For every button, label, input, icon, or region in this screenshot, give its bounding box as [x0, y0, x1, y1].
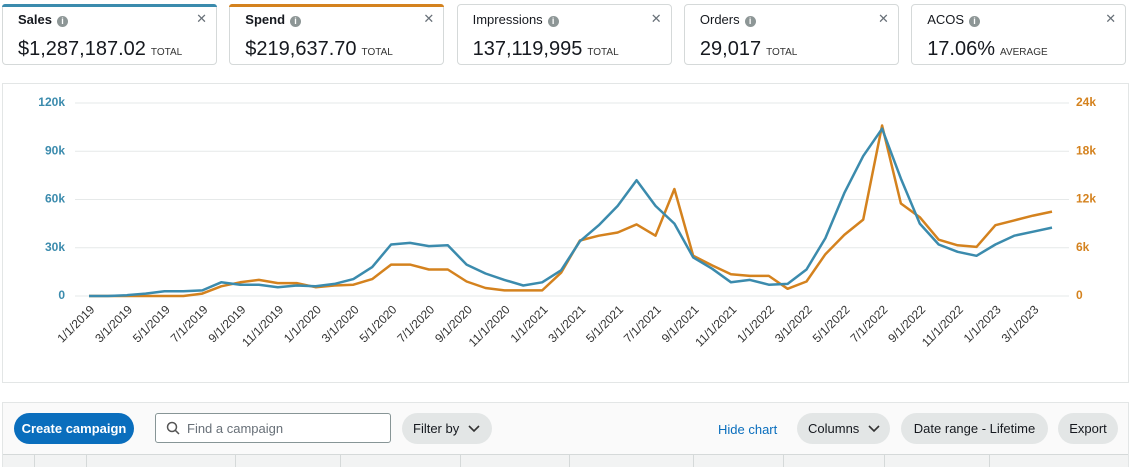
x-tick-label: 11/1/2020	[466, 302, 513, 349]
metric-value-text: $1,287,187.02	[18, 38, 146, 60]
close-icon[interactable]: ✕	[196, 11, 207, 26]
chevron	[868, 425, 880, 433]
metric-label: Spend i	[245, 12, 302, 27]
filter-button[interactable]: Filter by	[402, 413, 492, 444]
x-tick-label: 7/1/2022	[847, 302, 890, 345]
columns-button[interactable]: Columns	[797, 413, 890, 444]
metric-label-text: ACOS	[927, 12, 965, 27]
metric-suffix: TOTAL	[150, 47, 183, 58]
x-tick-label: 5/1/2022	[810, 302, 853, 345]
create-campaign-button[interactable]: Create campaign	[14, 413, 134, 444]
filter-label: Filter by	[413, 421, 460, 436]
chart-panel: 0 30k 60k 90k 120k 0 6k 12k 18k 24k 1/1/2019 3/1/20…	[2, 83, 1129, 383]
hide-chart-link[interactable]: Hide chart	[718, 422, 778, 437]
y2-tick-label: 0	[1076, 288, 1083, 302]
metric-value: $1,287,187.02 TOTAL	[18, 38, 182, 61]
metric-card[interactable]: Spend i ✕ $219,637.70 TOTAL	[229, 4, 445, 65]
x-tick-label: 11/1/2022	[919, 302, 966, 349]
x-tick-label: 3/1/2022	[772, 302, 815, 345]
info-icon: i	[547, 16, 559, 27]
y-tick-label: 60k	[45, 192, 65, 206]
metric-card[interactable]: Orders i ✕ 29,017 TOTAL	[683, 4, 899, 65]
export-button[interactable]: Export	[1058, 413, 1118, 444]
metric-label-text: Spend	[245, 12, 286, 27]
x-tick-label: 3/1/2023	[999, 302, 1042, 345]
close-icon[interactable]: ✕	[423, 11, 435, 26]
metric-label: Sales i	[18, 12, 68, 27]
metric-suffix: TOTAL	[587, 47, 619, 58]
x-tick-label: 1/1/2019	[54, 302, 97, 345]
selected-bar	[229, 4, 445, 7]
info-icon: i	[56, 16, 68, 27]
x-tick-label: 1/1/2021	[508, 302, 551, 345]
info-icon: i	[969, 16, 981, 27]
metric-value-text: 17.06%	[927, 38, 996, 60]
y-tick-label: 120k	[38, 95, 65, 109]
x-tick-label: 5/1/2020	[357, 302, 400, 345]
series-line	[89, 127, 1053, 298]
close-icon[interactable]: ✕	[650, 11, 662, 26]
chart: 030k60k90k120k06k12k18k24k1/1/20193/1/20…	[38, 95, 1096, 349]
search-icon	[166, 421, 180, 435]
info-icon: i	[290, 16, 302, 27]
columns-label: Columns	[808, 421, 860, 436]
y2-tick-label: 6k	[1076, 240, 1090, 254]
metric-label: Orders i	[700, 12, 756, 27]
metric-label: Impressions i	[473, 12, 559, 27]
metric-label-text: Sales	[18, 12, 52, 27]
x-tick-label: 3/1/2021	[545, 302, 588, 345]
metric-card[interactable]: Impressions i ✕ 137,119,995 TOTAL	[456, 4, 672, 65]
x-tick-label: 7/1/2020	[394, 302, 437, 345]
metric-value-text: 137,119,995	[472, 38, 583, 60]
y-tick-label: 0	[58, 288, 65, 302]
close-icon[interactable]: ✕	[877, 11, 889, 26]
x-tick-label: 11/1/2021	[692, 302, 739, 349]
metric-value-text: $219,637.70	[245, 38, 357, 60]
y2-tick-label: 24k	[1076, 95, 1096, 109]
toolbar: Create campaign Find a campaign Filter b…	[2, 402, 1129, 467]
close-icon[interactable]: ✕	[1105, 11, 1117, 26]
y-tick-label: 30k	[45, 240, 65, 254]
x-tick-label: 11/1/2019	[239, 302, 286, 349]
metric-label-text: Impressions	[472, 12, 543, 27]
chevron	[468, 425, 480, 433]
date-range-button[interactable]: Date range - Lifetime	[901, 413, 1048, 444]
table-header	[3, 454, 1128, 467]
search-box[interactable]: Find a campaign	[155, 413, 391, 443]
y2-tick-label: 18k	[1076, 143, 1096, 157]
x-tick-label: 1/1/2023	[961, 302, 1004, 345]
metric-card[interactable]: Sales i ✕ $1,287,187.02 TOTAL	[2, 4, 217, 65]
x-tick-label: 3/1/2019	[92, 302, 135, 345]
y-tick-label: 90k	[45, 143, 65, 157]
x-tick-label: 7/1/2021	[621, 302, 664, 345]
metric-suffix: AVERAGE	[1000, 47, 1048, 58]
metric-value: 137,119,995 TOTAL	[473, 38, 619, 61]
metric-label-text: Orders	[699, 12, 740, 27]
metric-suffix: TOTAL	[361, 47, 393, 58]
metric-value: $219,637.70 TOTAL	[245, 38, 393, 61]
search-placeholder: Find a campaign	[187, 421, 284, 436]
metric-suffix: TOTAL	[766, 47, 798, 58]
info-icon: i	[744, 16, 756, 27]
metric-value: 29,017 TOTAL	[700, 38, 797, 61]
x-tick-label: 5/1/2019	[130, 302, 173, 345]
selected-bar	[2, 4, 217, 7]
metric-label: ACOS i	[927, 12, 981, 27]
x-tick-label: 5/1/2021	[583, 302, 626, 345]
metric-value: 17.06% AVERAGE	[927, 38, 1047, 61]
metric-card[interactable]: ACOS i ✕ 17.06% AVERAGE	[911, 4, 1127, 65]
y2-tick-label: 12k	[1076, 192, 1096, 206]
metric-value-text: 29,017	[699, 38, 762, 60]
x-tick-label: 1/1/2020	[281, 302, 324, 345]
x-tick-label: 7/1/2019	[168, 302, 211, 345]
x-tick-label: 3/1/2020	[319, 302, 362, 345]
x-tick-label: 1/1/2022	[734, 302, 777, 345]
